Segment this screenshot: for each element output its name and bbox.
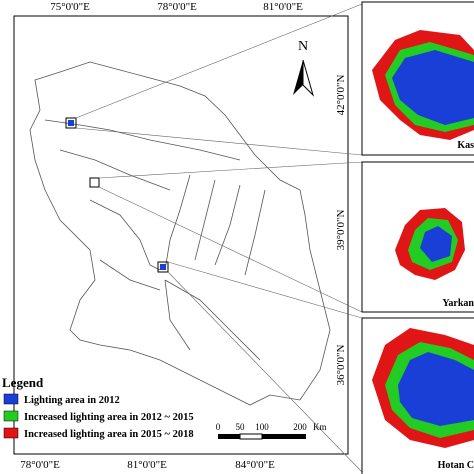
legend-title: Legend: [2, 375, 44, 390]
lon-label: 78°0'0"E: [157, 1, 197, 13]
scale-label: 100: [255, 422, 269, 432]
city-lights: [160, 264, 166, 270]
north-arrow: [302, 59, 315, 97]
scale-label: 0: [216, 422, 221, 432]
legend-swatch: [3, 427, 19, 439]
lon-label: 75°0'0"E: [50, 1, 90, 13]
lon-label: 81°0'0"E: [127, 459, 167, 471]
legend: Lighting area in 2012 Increased lighting …: [3, 393, 194, 440]
legend-label: Lighting area in 2012: [24, 395, 120, 406]
inset-label: Hotan C: [438, 460, 474, 471]
lat-label: 36°0'0"N: [335, 345, 347, 386]
lon-label: 84°0'0"E: [235, 459, 275, 471]
region-boundaries: [29, 61, 331, 406]
legend-label: Increased lighting area in 2012 ~ 2015: [24, 412, 194, 423]
inset-kashgar: [372, 30, 474, 140]
legend-swatch: [3, 393, 19, 405]
north-label: N: [298, 39, 308, 54]
city-lights: [68, 120, 74, 126]
scale-unit: Km: [313, 422, 327, 432]
city-box: [89, 177, 100, 188]
city-box: [157, 261, 169, 273]
lat-label: 39°0'0"N: [335, 210, 347, 251]
inset-hotan: [372, 328, 474, 448]
lat-label: 42°0'0"N: [335, 75, 347, 116]
legend-swatch: [3, 410, 19, 422]
north-arrow: [293, 60, 303, 95]
lon-label: 78°0'0"E: [20, 459, 60, 471]
scale-label: 200: [293, 422, 307, 432]
inset-label: Yarkan: [442, 298, 474, 309]
map-frame: [13, 15, 349, 455]
connector-lines: [75, 3, 363, 473]
inset-label: Kas: [457, 140, 474, 151]
scale-label: 50: [236, 422, 246, 432]
legend-label: Increased lighting area in 2015 ~ 2018: [24, 429, 194, 440]
inset-yarkand: [395, 208, 465, 280]
lon-label: 81°0'0"E: [263, 1, 303, 13]
city-box: [65, 117, 77, 129]
scale-bar: [218, 433, 306, 440]
